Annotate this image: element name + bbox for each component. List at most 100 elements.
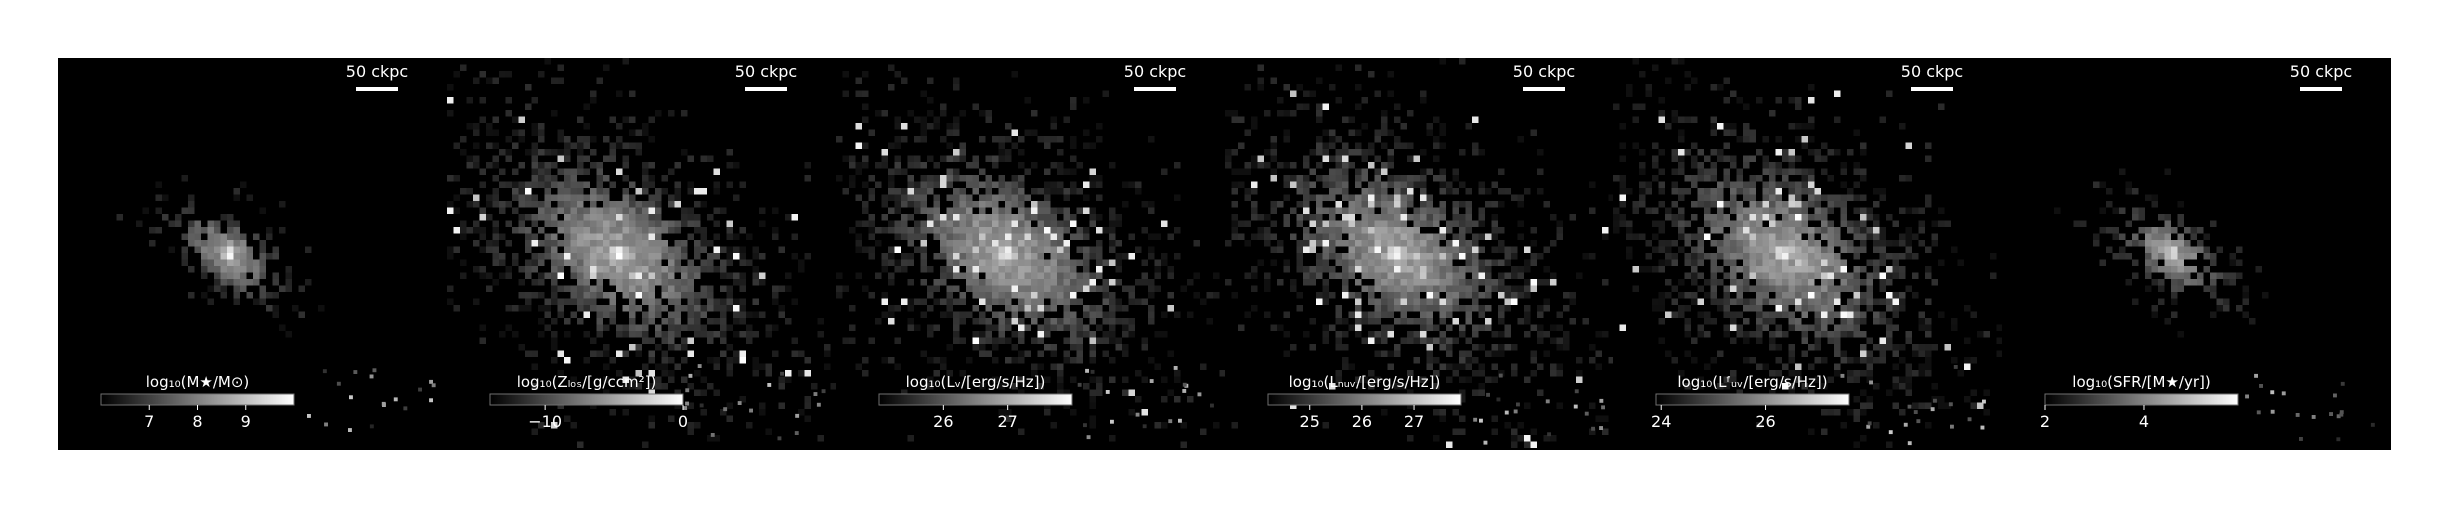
map-pixel: [1893, 305, 1900, 312]
map-pixel: [1096, 227, 1103, 234]
map-pixel: [1070, 136, 1077, 143]
map-pixel: [1873, 273, 1880, 280]
map-pixel: [538, 162, 545, 169]
map-pixel: [1886, 305, 1893, 312]
map-pixel: [1258, 214, 1265, 221]
map-pixel: [545, 175, 552, 182]
map-pixel: [1459, 377, 1466, 384]
map-pixel: [208, 260, 215, 267]
map-pixel: [1310, 169, 1317, 176]
map-pixel: [753, 266, 760, 273]
map-pixel: [584, 169, 591, 176]
map-pixel: [1362, 286, 1369, 293]
map-pixel: [780, 372, 784, 376]
map-pixel: [1446, 351, 1453, 358]
map-pixel: [545, 253, 552, 260]
map-pixel: [1342, 169, 1349, 176]
map-pixel: [921, 266, 928, 273]
map-pixel: [2223, 299, 2230, 306]
map-pixel: [1886, 299, 1893, 306]
map-pixel: [1057, 188, 1064, 195]
map-pixel: [856, 78, 863, 85]
map-pixel: [1355, 253, 1362, 260]
map-pixel: [1142, 260, 1149, 267]
map-pixel: [1691, 338, 1698, 345]
map-pixel: [694, 188, 701, 195]
map-pixel: [1531, 253, 1538, 260]
map-pixel: [1316, 201, 1323, 208]
map-pixel: [1109, 227, 1116, 234]
map-pixel: [720, 266, 727, 273]
map-pixel: [1531, 370, 1538, 377]
map-pixel: [1012, 279, 1019, 286]
map-pixel: [1375, 136, 1382, 143]
scalebar-line: [1134, 87, 1176, 91]
map-pixel: [629, 130, 636, 137]
map-pixel: [1756, 331, 1763, 338]
map-pixel: [1044, 221, 1051, 228]
map-pixel: [1083, 305, 1090, 312]
map-pixel: [1368, 292, 1375, 299]
map-pixel: [1031, 247, 1038, 254]
map-pixel: [727, 325, 734, 332]
map-pixel: [1854, 286, 1861, 293]
map-pixel: [901, 123, 908, 130]
map-pixel: [1492, 182, 1499, 189]
map-pixel: [1854, 357, 1861, 364]
map-pixel: [214, 286, 221, 293]
map-pixel: [733, 195, 740, 202]
map-pixel: [214, 260, 221, 267]
map-pixel: [1427, 357, 1434, 364]
map-pixel: [1057, 364, 1064, 371]
map-pixel: [1815, 247, 1822, 254]
map-pixel: [1860, 227, 1867, 234]
map-pixel: [1743, 299, 1750, 306]
map-pixel: [1808, 325, 1815, 332]
map-pixel: [869, 338, 876, 345]
map-pixel: [1860, 409, 1867, 416]
map-pixel: [843, 156, 850, 163]
map-pixel: [195, 234, 202, 241]
map-pixel: [1646, 266, 1653, 273]
map-pixel: [675, 312, 682, 319]
map-pixel: [720, 331, 727, 338]
map-pixel: [1808, 305, 1815, 312]
map-pixel: [188, 266, 195, 273]
map-pixel: [869, 175, 876, 182]
map-pixel: [480, 325, 487, 332]
map-pixel: [558, 149, 565, 156]
map-pixel: [1362, 175, 1369, 182]
map-pixel: [1453, 338, 1460, 345]
map-pixel: [551, 110, 558, 117]
map-pixel: [1620, 188, 1627, 195]
map-pixel: [1511, 364, 1518, 371]
map-pixel: [2178, 253, 2185, 260]
map-pixel: [1375, 195, 1382, 202]
map-pixel: [1388, 71, 1395, 78]
map-pixel: [564, 227, 571, 234]
map-pixel: [1802, 331, 1809, 338]
map-pixel: [1919, 370, 1926, 377]
map-pixel: [1459, 227, 1466, 234]
map-pixel: [1401, 305, 1408, 312]
map-pixel: [1633, 117, 1640, 124]
map-pixel: [2217, 247, 2224, 254]
map-pixel: [1691, 201, 1698, 208]
map-pixel: [1142, 273, 1149, 280]
map-pixel: [1479, 292, 1486, 299]
map-pixel: [636, 214, 643, 221]
map-pixel: [1492, 351, 1499, 358]
map-pixel: [888, 169, 895, 176]
map-pixel: [1349, 253, 1356, 260]
map-pixel: [519, 221, 526, 228]
map-pixel: [1362, 201, 1369, 208]
map-pixel: [908, 182, 915, 189]
map-pixel: [519, 292, 526, 299]
map-pixel: [1711, 292, 1718, 299]
map-pixel: [1815, 318, 1822, 325]
map-pixel: [1949, 402, 1953, 406]
map-pixel: [1763, 214, 1770, 221]
map-pixel: [1685, 331, 1692, 338]
map-pixel: [862, 357, 869, 364]
map-pixel: [2171, 247, 2178, 254]
